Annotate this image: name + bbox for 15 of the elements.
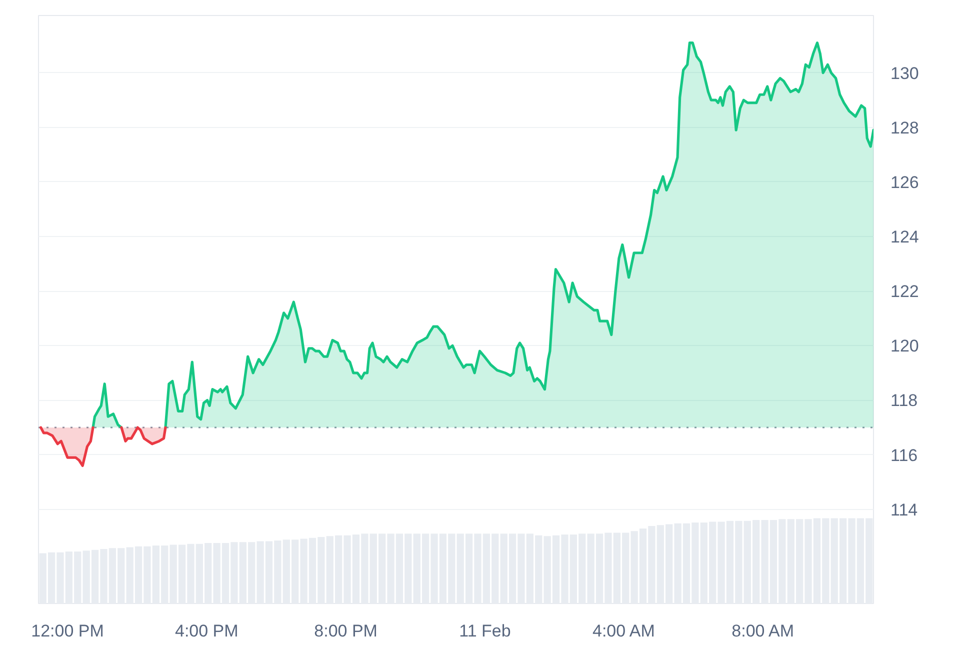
y-tick-label: 122 <box>890 282 919 302</box>
y-tick-label: 126 <box>890 172 919 192</box>
y-tick-label: 130 <box>890 64 919 83</box>
x-tick-label: 11 Feb <box>459 622 511 640</box>
y-tick-label: 124 <box>890 228 919 247</box>
y-tick-label: 116 <box>890 446 918 465</box>
x-tick-label: 8:00 AM <box>732 622 794 640</box>
y-tick-label: 114 <box>890 500 918 520</box>
x-tick-label: 8:00 PM <box>314 622 378 640</box>
y-tick-label: 128 <box>890 118 919 138</box>
x-tick-label: 4:00 PM <box>175 622 238 640</box>
y-tick-label: 120 <box>890 336 919 356</box>
x-tick-label: 4:00 AM <box>592 622 655 640</box>
x-tick-label: 12:00 PM <box>31 622 104 640</box>
y-tick-label: 118 <box>890 391 918 410</box>
